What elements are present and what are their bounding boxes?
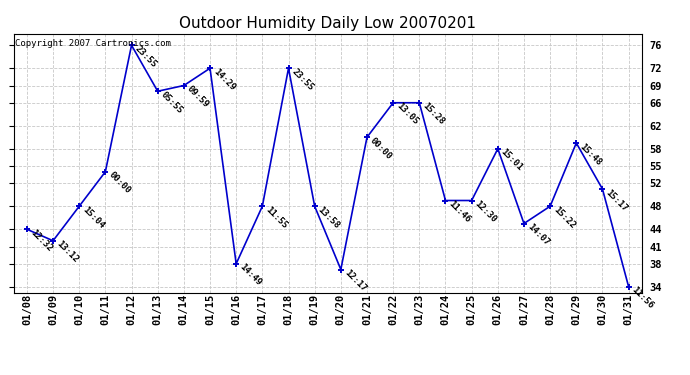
Text: Copyright 2007 Cartronics.com: Copyright 2007 Cartronics.com: [15, 39, 171, 48]
Text: 15:28: 15:28: [421, 101, 446, 127]
Text: 15:48: 15:48: [578, 142, 603, 167]
Title: Outdoor Humidity Daily Low 20070201: Outdoor Humidity Daily Low 20070201: [179, 16, 476, 31]
Text: 23:55: 23:55: [133, 44, 158, 69]
Text: 11:56: 11:56: [630, 285, 656, 311]
Text: 14:49: 14:49: [237, 262, 263, 288]
Text: 15:01: 15:01: [499, 147, 524, 173]
Text: 05:55: 05:55: [159, 90, 184, 115]
Text: 12:32: 12:32: [28, 228, 54, 253]
Text: 00:00: 00:00: [107, 170, 132, 196]
Text: 00:00: 00:00: [368, 136, 394, 161]
Text: 12:17: 12:17: [342, 268, 368, 294]
Text: 13:05: 13:05: [395, 101, 420, 127]
Text: 11:46: 11:46: [447, 199, 472, 225]
Text: 14:29: 14:29: [211, 67, 237, 92]
Text: 14:07: 14:07: [525, 222, 551, 248]
Text: 15:04: 15:04: [81, 205, 106, 230]
Text: 15:22: 15:22: [551, 205, 577, 230]
Text: 11:55: 11:55: [264, 205, 289, 230]
Text: 15:17: 15:17: [604, 188, 629, 213]
Text: 09:59: 09:59: [185, 84, 210, 110]
Text: 23:55: 23:55: [290, 67, 315, 92]
Text: 13:58: 13:58: [316, 205, 342, 230]
Text: 13:12: 13:12: [55, 239, 80, 265]
Text: 12:30: 12:30: [473, 199, 498, 225]
